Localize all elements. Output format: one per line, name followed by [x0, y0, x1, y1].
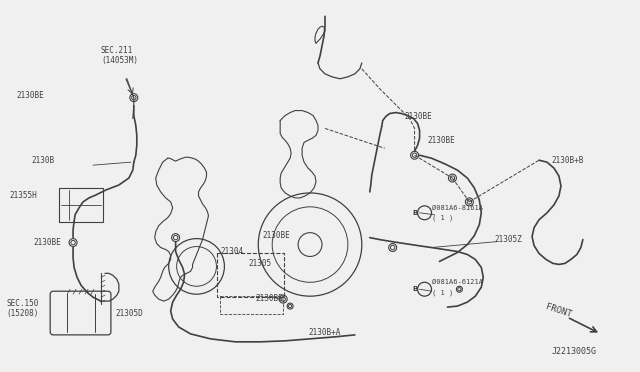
Text: 21305D: 21305D	[116, 309, 143, 318]
Text: ( 1 ): ( 1 )	[431, 215, 452, 221]
Text: Ø081A6-6121A: Ø081A6-6121A	[431, 279, 483, 285]
Text: 2130BE: 2130BE	[255, 294, 283, 303]
Text: 2130BE: 2130BE	[404, 112, 433, 121]
Text: 21304: 21304	[220, 247, 244, 256]
Text: 21355H: 21355H	[10, 191, 37, 200]
Text: Ø081A6-8161A: Ø081A6-8161A	[431, 205, 483, 211]
Text: 21305: 21305	[248, 259, 271, 268]
Text: 2130BE: 2130BE	[33, 238, 61, 247]
Text: 2130BE: 2130BE	[428, 136, 455, 145]
Text: (14053M): (14053M)	[101, 56, 138, 65]
Text: SEC.150: SEC.150	[6, 299, 39, 308]
Text: 2130BE: 2130BE	[17, 91, 44, 100]
Text: (15208): (15208)	[6, 309, 39, 318]
Text: 2130B+A: 2130B+A	[308, 328, 340, 337]
Text: ( 1 ): ( 1 )	[431, 289, 452, 296]
Text: 21305Z: 21305Z	[494, 235, 522, 244]
Text: 2130B: 2130B	[31, 156, 54, 165]
Text: 2130B+B: 2130B+B	[551, 156, 584, 165]
Text: FRONT: FRONT	[544, 302, 572, 319]
Text: SEC.211: SEC.211	[101, 46, 133, 55]
Text: B: B	[412, 210, 417, 216]
Text: 2130BE: 2130BE	[262, 231, 290, 240]
Text: J2213005G: J2213005G	[552, 347, 597, 356]
Text: B: B	[412, 286, 417, 292]
